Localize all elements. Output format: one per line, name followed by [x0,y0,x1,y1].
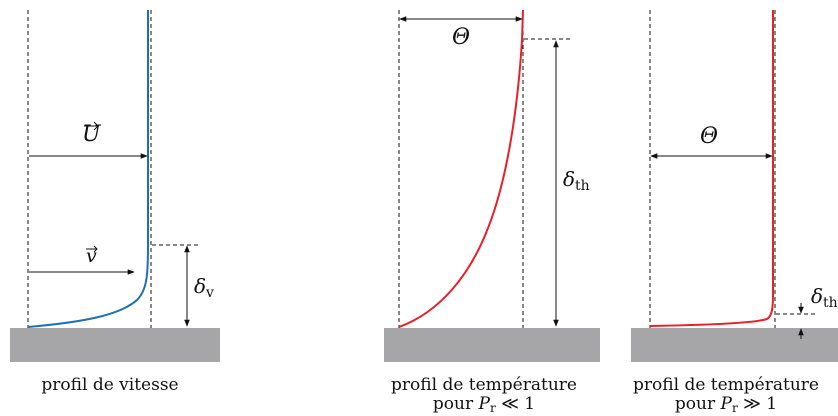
wall-high-pr [631,328,838,362]
label-delta-th: δth [811,284,838,311]
temperature-curve-high-pr [649,10,774,327]
velocity-profile-panel: U v δv profil de vitesse [10,10,220,395]
label-v: v [86,245,97,267]
vector-accent-U [84,121,99,131]
caption-low-pr-line1: profil de température [391,375,577,395]
caption-low-pr-line2: pour Pr ≪ 1 [433,394,535,415]
wall-velocity [10,328,220,362]
label-theta: Θ [700,124,718,149]
velocity-curve [27,10,149,328]
temperature-profile-low-pr-panel: Θ δth profil de température pour Pr ≪ 1 [384,9,600,415]
label-theta: Θ [452,25,470,50]
caption-high-pr-line1: profil de température [633,375,819,395]
label-delta-v: δv [194,274,214,301]
label-U: U [82,122,102,147]
wall-low-pr [384,328,600,362]
caption-velocity: profil de vitesse [41,375,178,395]
temperature-curve-low-pr [398,9,524,328]
label-delta-th: δth [563,167,590,194]
caption-high-pr-line2: pour Pr ≫ 1 [675,394,777,415]
temperature-profile-high-pr-panel: Θ δth profil de température pour Pr ≫ 1 [631,10,838,415]
vector-accent-v [86,245,98,253]
